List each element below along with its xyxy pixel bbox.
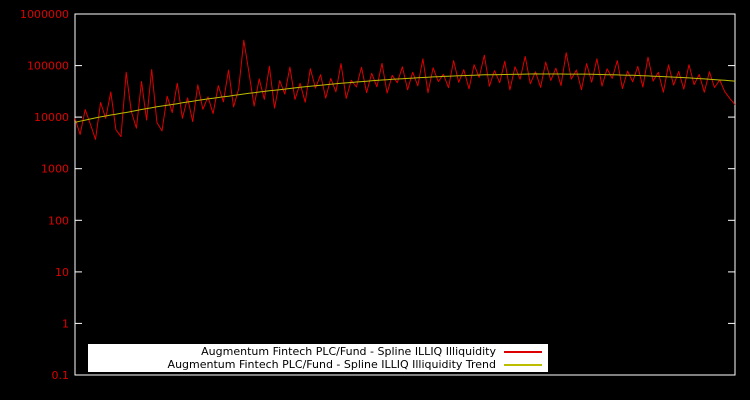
legend-line-sample-trend bbox=[504, 363, 542, 366]
y-tick-label: 1000 bbox=[41, 163, 69, 176]
legend-item-trend: Augmentum Fintech PLC/Fund - Spline ILLI… bbox=[94, 358, 542, 371]
legend-item-illiquidity: Augmentum Fintech PLC/Fund - Spline ILLI… bbox=[94, 345, 542, 358]
y-tick-label: 100000 bbox=[27, 60, 69, 73]
series-line-illiquidity bbox=[74, 39, 736, 140]
series-line-trend bbox=[74, 73, 736, 123]
y-tick-label: 100 bbox=[48, 214, 69, 227]
legend-line-sample-illiquidity bbox=[504, 350, 542, 353]
y-tick-label: 0.1 bbox=[52, 369, 70, 382]
legend-label-trend: Augmentum Fintech PLC/Fund - Spline ILLI… bbox=[167, 358, 496, 371]
y-tick-label: 10 bbox=[55, 266, 69, 279]
legend-label-illiquidity: Augmentum Fintech PLC/Fund - Spline ILLI… bbox=[201, 345, 496, 358]
y-tick-label: 1 bbox=[62, 317, 69, 330]
chart-legend: Augmentum Fintech PLC/Fund - Spline ILLI… bbox=[88, 344, 548, 372]
plot-border bbox=[74, 13, 736, 376]
y-tick-label: 1000000 bbox=[20, 8, 69, 21]
y-tick-label: 10000 bbox=[34, 111, 69, 124]
